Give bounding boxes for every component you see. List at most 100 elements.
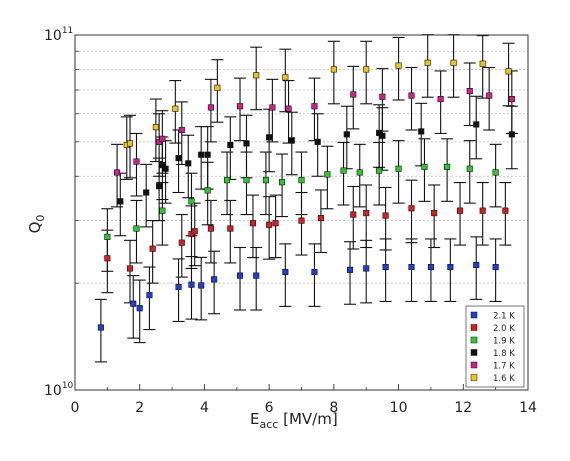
data-point [363, 265, 370, 272]
data-point [418, 128, 425, 135]
legend-label: 2.0 K [493, 324, 515, 334]
data-point [152, 124, 159, 131]
data-point [330, 66, 337, 73]
data-point [408, 205, 415, 212]
data-point [343, 131, 350, 138]
data-point [126, 140, 134, 147]
data-point [266, 221, 273, 228]
x-tick-label: 0 [71, 400, 80, 416]
data-point [249, 220, 257, 227]
data-point [473, 121, 480, 128]
x-tick-label: 6 [265, 400, 274, 416]
data-point [395, 165, 402, 172]
data-point [178, 239, 185, 246]
legend-label: 1.6 K [493, 374, 515, 384]
data-point [224, 177, 231, 184]
data-point [492, 263, 499, 271]
x-tick-labels: 0 2 4 6 8 10 12 14 [71, 400, 537, 416]
axis-ticks [74, 50, 529, 390]
data-point [466, 88, 473, 95]
data-point [456, 207, 464, 214]
data-point [317, 215, 324, 222]
legend-swatch [470, 336, 478, 344]
data-point [444, 163, 451, 170]
data-point [236, 272, 244, 279]
data-point [97, 324, 104, 331]
data-point [466, 165, 473, 172]
data-point [133, 158, 140, 165]
data-point [356, 169, 363, 176]
data-point [262, 177, 269, 184]
data-point [346, 266, 354, 273]
data-point [211, 276, 218, 283]
data-point [282, 74, 289, 81]
data-point [162, 165, 169, 172]
data-point [395, 62, 402, 69]
data-point [340, 167, 347, 174]
data-point [188, 198, 195, 205]
error-bars [94, 34, 518, 363]
data-point [424, 59, 431, 66]
data-point [285, 105, 292, 112]
data-point [447, 263, 454, 271]
data-point [178, 126, 185, 134]
legend-label: 1.7 K [493, 362, 515, 372]
data-point [159, 135, 166, 142]
data-point [379, 132, 386, 139]
data-point [156, 138, 163, 145]
data-point [282, 268, 289, 276]
data-point [311, 268, 318, 276]
x-tick-label: 8 [329, 400, 338, 416]
data-point [207, 225, 214, 232]
data-point [298, 177, 305, 184]
data-point [279, 179, 286, 186]
y-tick-label: 1011 [44, 26, 73, 44]
legend-swatch [470, 374, 478, 381]
data-markers [97, 59, 515, 331]
data-point [408, 263, 415, 271]
data-point [253, 72, 260, 79]
y-tick-label: 1010 [44, 381, 74, 399]
data-point [486, 92, 493, 99]
legend-label: 2.1 K [493, 312, 515, 322]
data-point [204, 151, 211, 158]
y-axis-title: Q0 [26, 215, 47, 234]
data-point [126, 265, 134, 272]
x-axis-title: Eacc [MV/m] [250, 410, 338, 431]
data-point [207, 104, 214, 111]
grid [75, 50, 528, 284]
data-point [437, 96, 444, 103]
data-point [146, 292, 153, 299]
data-point [288, 137, 295, 144]
data-point [492, 169, 499, 176]
data-point [502, 207, 509, 214]
data-point [204, 187, 211, 194]
data-point [382, 263, 389, 271]
legend-box [465, 305, 525, 388]
legend-swatch [470, 361, 478, 369]
data-point [379, 93, 386, 100]
legend-label: 1.8 K [493, 349, 515, 359]
data-point [508, 96, 515, 103]
data-point [159, 162, 166, 169]
legend-label: 1.9 K [493, 337, 515, 347]
data-point [363, 66, 370, 73]
data-point [175, 283, 182, 291]
data-point [266, 134, 273, 141]
data-point [198, 282, 205, 289]
data-point [243, 177, 250, 184]
x-tick-label: 12 [454, 400, 472, 416]
data-point [427, 263, 434, 271]
data-point [363, 210, 370, 217]
data-point [227, 225, 234, 232]
data-point [236, 103, 244, 110]
data-point [172, 105, 179, 112]
data-point [175, 155, 182, 162]
data-point [272, 220, 279, 227]
data-point [136, 305, 143, 312]
data-point [114, 169, 121, 176]
data-point [133, 225, 140, 232]
x-tick-label: 4 [200, 400, 209, 416]
data-point [324, 171, 331, 178]
